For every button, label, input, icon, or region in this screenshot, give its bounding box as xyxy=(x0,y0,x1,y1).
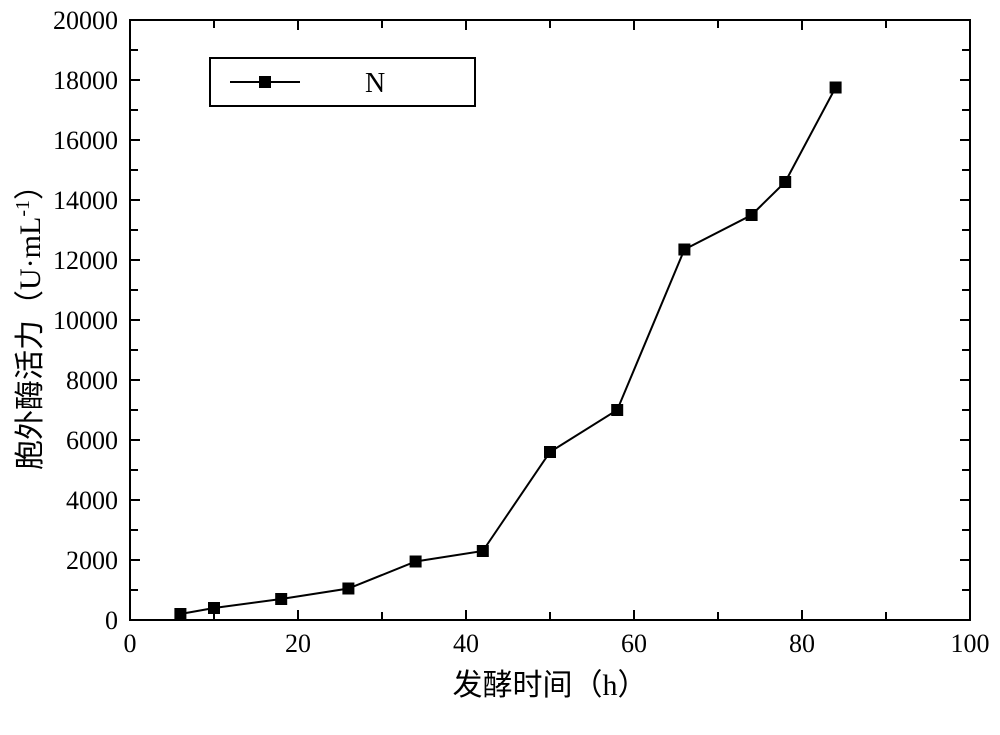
data-marker xyxy=(611,404,623,416)
y-tick-label: 12000 xyxy=(53,246,118,275)
y-tick-label: 2000 xyxy=(66,546,118,575)
y-tick-label: 10000 xyxy=(53,306,118,335)
data-marker xyxy=(779,176,791,188)
y-tick-label: 4000 xyxy=(66,486,118,515)
data-marker xyxy=(208,602,220,614)
y-tick-label: 18000 xyxy=(53,66,118,95)
x-axis-label: 发酵时间（h） xyxy=(453,669,648,702)
x-tick-label: 40 xyxy=(453,629,479,658)
data-marker xyxy=(342,583,354,595)
data-marker xyxy=(174,608,186,620)
x-tick-label: 80 xyxy=(789,629,815,658)
x-tick-label: 100 xyxy=(951,629,990,658)
data-marker xyxy=(410,556,422,568)
y-tick-label: 6000 xyxy=(66,426,118,455)
legend-marker xyxy=(259,76,271,88)
y-tick-label: 0 xyxy=(105,606,118,635)
data-marker xyxy=(678,244,690,256)
y-axis-label: 胞外酶活力（U·mL-1） xyxy=(12,170,47,470)
y-tick-label: 8000 xyxy=(66,366,118,395)
data-marker xyxy=(544,446,556,458)
y-tick-label: 20000 xyxy=(53,6,118,35)
x-tick-label: 0 xyxy=(124,629,137,658)
x-tick-label: 60 xyxy=(621,629,647,658)
data-marker xyxy=(746,209,758,221)
plot-frame xyxy=(130,20,970,620)
line-chart: 0 20 40 60 80 100 0 2000 4000 6000 8000 10000 12000 1… xyxy=(0,0,1000,735)
data-marker xyxy=(477,545,489,557)
series-line xyxy=(180,88,835,615)
chart-container: 0 20 40 60 80 100 0 2000 4000 6000 8000 10000 12000 1… xyxy=(0,0,1000,735)
legend-label: N xyxy=(365,68,385,99)
y-tick-label: 14000 xyxy=(53,186,118,215)
x-tick-label: 20 xyxy=(285,629,311,658)
y-tick-label: 16000 xyxy=(53,126,118,155)
data-marker xyxy=(830,82,842,94)
data-marker xyxy=(275,593,287,605)
